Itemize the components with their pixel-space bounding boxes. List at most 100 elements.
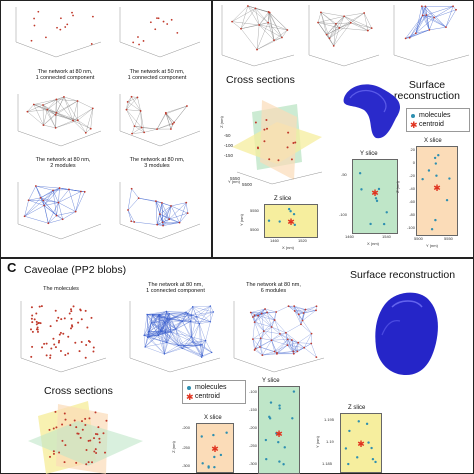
network-edge (28, 197, 41, 201)
network-edge (159, 213, 180, 223)
network-edge (445, 9, 457, 28)
molecule-dot (84, 309, 87, 312)
network-edge (261, 311, 277, 314)
molecule-dot (33, 318, 36, 321)
network-edge (415, 17, 435, 34)
panel-c-x-slice-title: X slice (204, 415, 222, 421)
molecule-dot (186, 312, 189, 315)
molecule-dot (434, 218, 437, 222)
panel-b-legend: molecules ✱ centroid (406, 108, 470, 132)
network-edge (179, 213, 188, 223)
network-edge (140, 110, 142, 128)
molecule-dot (156, 17, 158, 20)
network-edge (250, 312, 259, 316)
molecule-dot (93, 437, 96, 440)
molecule-dot (166, 23, 169, 25)
network-edge (199, 323, 206, 341)
molecule-dot (35, 312, 38, 315)
network-edge (165, 332, 185, 347)
molecule-dot (286, 338, 289, 341)
network-edge (302, 310, 317, 321)
molecule-dot (219, 453, 223, 457)
molecule-marker-icon (411, 114, 415, 118)
molecule-dot (252, 338, 254, 341)
molecule-dot (94, 411, 97, 414)
network-edge (262, 351, 275, 356)
network-edge (159, 314, 166, 333)
network-edge (159, 314, 168, 320)
molecule-dot (41, 346, 44, 349)
molecule-dot (408, 36, 411, 39)
molecule-dot (31, 314, 34, 317)
network-edge (300, 312, 304, 325)
network-edge (161, 321, 183, 332)
network-edge (191, 316, 197, 337)
network-edge (47, 96, 65, 110)
panel-c-network-6mod-title: The network at 80 nm, 6 modules (246, 282, 301, 294)
network-edge (445, 6, 454, 28)
network-edge (52, 190, 57, 216)
network-edge (350, 12, 365, 23)
molecule-dot (91, 461, 94, 464)
x-slice-tick-y0: 20 (410, 147, 415, 152)
molecule-dot (161, 201, 163, 204)
network-edge (146, 314, 149, 337)
network-edge (287, 339, 294, 352)
network-edge (145, 331, 162, 348)
molecule-dot (78, 350, 81, 353)
network-edge (259, 24, 288, 31)
molecule-dot (175, 328, 177, 330)
molecule-dot (30, 355, 33, 358)
network-edge (127, 209, 132, 222)
network-edge (171, 321, 191, 333)
molecule-dot (370, 446, 373, 450)
x-slice-tick-y4: -60 (409, 199, 415, 204)
molecule-dot (310, 342, 313, 345)
molecule-dot (168, 313, 170, 315)
network-edge (159, 314, 162, 332)
network-edge (434, 6, 454, 18)
molecule-dot (59, 350, 62, 353)
molecule-dot (166, 341, 168, 344)
network-edge (329, 16, 345, 39)
molecule-dot (126, 100, 129, 103)
molecule-dot (154, 200, 157, 202)
network-edge (262, 353, 277, 356)
molecule-dot (275, 311, 278, 313)
network-edge (281, 29, 288, 38)
network-edge (27, 104, 44, 112)
network-edge (157, 224, 164, 226)
network-edge (141, 127, 158, 130)
panel-a-top-left-plot (15, 7, 102, 58)
network-edge (329, 22, 351, 39)
network-edge (24, 200, 29, 217)
network-edge (165, 318, 171, 333)
network-edge (162, 205, 172, 226)
molecule-dot (138, 43, 140, 46)
network-edge (47, 109, 56, 128)
network-edge (165, 113, 173, 125)
network-edge (58, 188, 60, 203)
molecule-dot (70, 308, 73, 311)
network-edge (173, 105, 188, 123)
molecule-dot (55, 426, 58, 429)
molecule-dot (30, 328, 33, 331)
panel-c-molecules-plot (20, 301, 107, 373)
molecule-dot (55, 98, 58, 101)
molecule-dot (204, 339, 207, 342)
network-edge (190, 315, 192, 322)
molecule-dot (348, 429, 351, 433)
network-edge (263, 319, 275, 332)
network-edge (170, 202, 187, 207)
network-edge (182, 348, 202, 358)
molecule-dot (169, 318, 171, 320)
molecule-dot (85, 463, 88, 466)
molecule-dot (59, 17, 62, 20)
svg-text:5550: 5550 (230, 176, 241, 181)
network-edge (300, 324, 312, 334)
molecule-dot (356, 456, 359, 459)
molecule-dot (292, 350, 295, 353)
molecule-dot (420, 5, 423, 8)
molecule-dot (304, 308, 307, 311)
molecule-dot (49, 356, 52, 359)
